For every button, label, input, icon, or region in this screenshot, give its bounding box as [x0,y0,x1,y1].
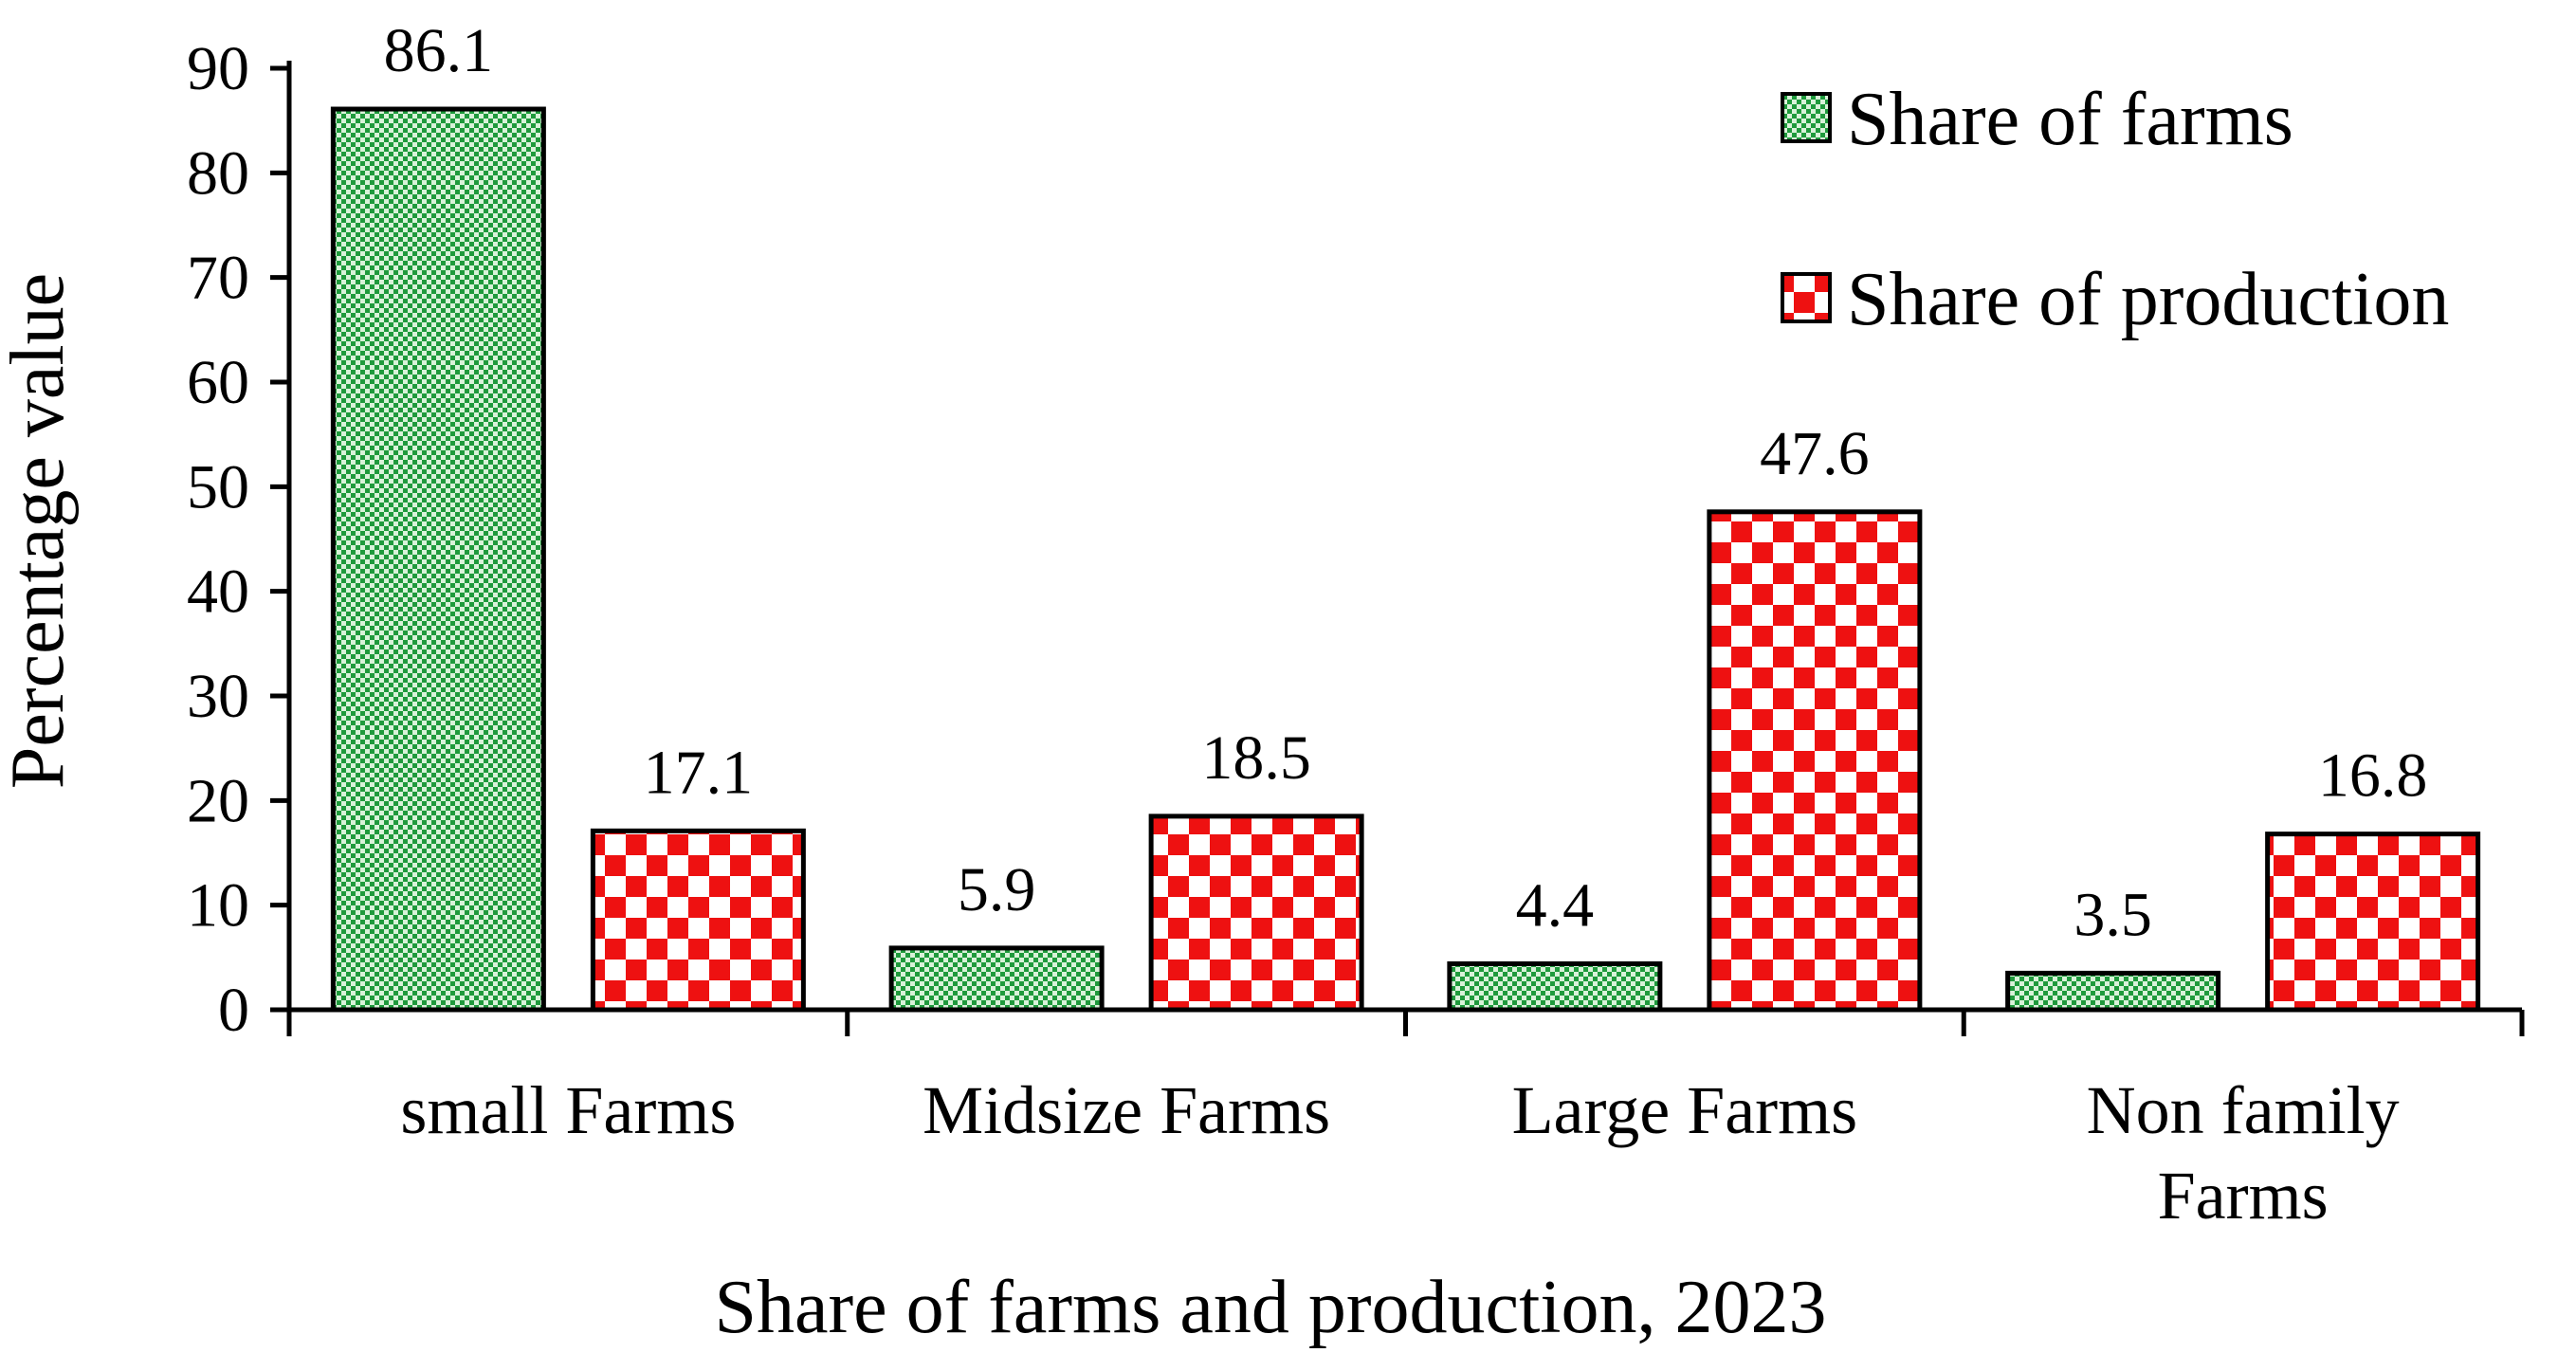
y-tick-label: 10 [187,871,249,941]
y-tick-label: 0 [218,976,249,1045]
x-axis-title: Share of farms and production, 2023 [714,1266,1826,1349]
y-tick-label: 80 [187,138,249,208]
y-tick-label: 70 [187,244,249,313]
bar-production-1 [1148,813,1364,1013]
y-tick-label: 50 [187,452,249,521]
category-label: Farms [2158,1158,2329,1234]
data-label: 3.5 [2074,880,2152,949]
y-tick-label: 20 [187,766,249,835]
bar-production-0 [590,828,806,1013]
y-tick-label: 60 [187,348,249,417]
bar-farms-2 [1447,960,1663,1013]
y-tick-label: 90 [187,34,249,103]
data-label: 4.4 [1516,870,1595,940]
data-label: 47.6 [1760,419,1870,488]
data-label: 86.1 [384,16,494,85]
bar-farms-1 [888,945,1105,1013]
category-label: Large Farms [1512,1072,1858,1148]
bar-farms-3 [2005,970,2221,1013]
data-label: 17.1 [644,738,754,807]
bar-production-2 [1707,509,1923,1013]
y-axis-title: Percentage value [0,273,80,789]
bar-production-3 [2265,832,2481,1013]
category-label: Non family [2087,1072,2400,1148]
legend-swatch-farms [1781,92,1832,143]
y-tick-label: 30 [187,662,249,731]
y-tick-label: 40 [187,558,249,627]
legend-label-production: Share of production [1847,258,2449,341]
data-label: 5.9 [958,855,1036,924]
category-label: Midsize Farms [923,1072,1330,1148]
legend-swatch-production [1781,272,1832,323]
data-label: 16.8 [2318,741,2428,811]
legend-label-farms: Share of farms [1847,78,2293,161]
data-label: 18.5 [1201,723,1311,793]
bar-farms-0 [330,106,546,1013]
category-label: small Farms [400,1072,736,1148]
